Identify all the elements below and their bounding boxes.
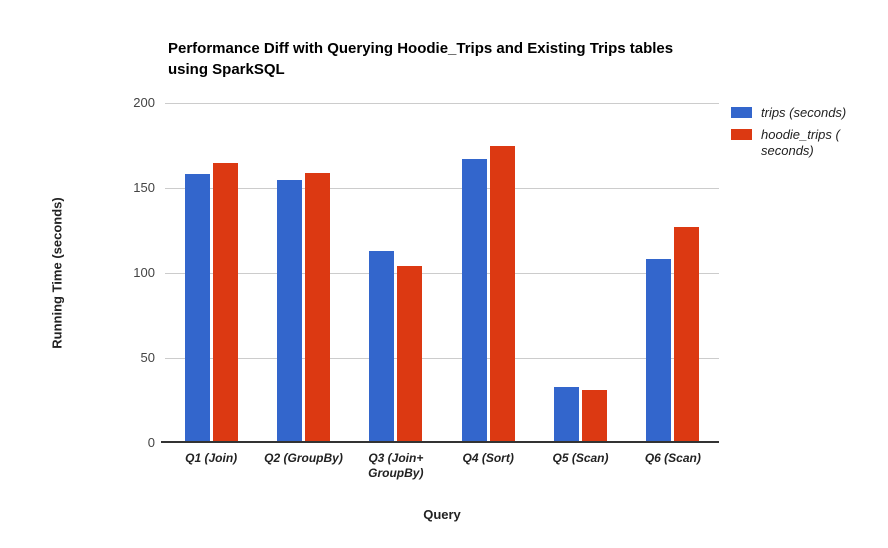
bar-trips-q5 [554,386,579,443]
chart-title-line-2: using SparkSQL [168,61,285,78]
gridline [165,357,719,359]
bar-trips-q4 [461,159,487,443]
bar-trips-q6 [646,259,672,443]
x-category-label: Q4 (Sort) [462,451,514,465]
bar-trips-q3 [369,250,395,443]
legend: trips (seconds) hoodie_trips (seconds) [731,105,846,165]
legend-item: hoodie_trips (seconds) [731,127,846,159]
bar-hoodie_trips-q3 [397,266,423,443]
legend-item: trips (seconds) [731,105,846,121]
x-axis-title: Query [423,507,461,522]
plot-area [165,102,719,443]
y-tick-label: 0 [147,435,155,450]
bar-trips-q1 [184,174,210,443]
bar-trips-q2 [277,179,302,443]
bar-hoodie_trips-q4 [489,145,515,443]
bar-hoodie_trips-q5 [582,390,607,443]
gridline [165,102,719,104]
y-tick-label: 200 [133,95,155,110]
legend-swatch [731,129,752,140]
gridline [165,187,719,189]
chart-title-line-1: Performance Diff with Querying Hoodie_Tr… [168,40,674,57]
legend-swatch [731,107,752,118]
y-tick-label: 50 [140,350,155,365]
gridline [165,272,719,274]
x-category-label: Q1 (Join) [185,451,238,465]
x-category-label: Q2 (GroupBy) [264,451,343,465]
y-axis-title: Running Time (seconds) [49,197,65,349]
chart-title: Performance Diff with Querying Hoodie_Tr… [168,38,673,80]
y-tick-label: 100 [133,265,155,280]
bar-hoodie_trips-q1 [212,162,238,443]
y-tick-label: 150 [133,180,155,195]
x-category-label: Q6 (Scan) [644,451,701,465]
legend-label: hoodie_trips (seconds) [761,127,840,158]
x-axis-baseline [161,441,719,443]
x-category-label: Q3 (Join+ GroupBy) [368,451,424,480]
legend-label: trips (seconds) [761,105,847,120]
x-category-label: Q5 (Scan) [552,451,609,465]
bar-hoodie_trips-q6 [674,227,700,443]
bar-hoodie_trips-q2 [305,172,330,443]
